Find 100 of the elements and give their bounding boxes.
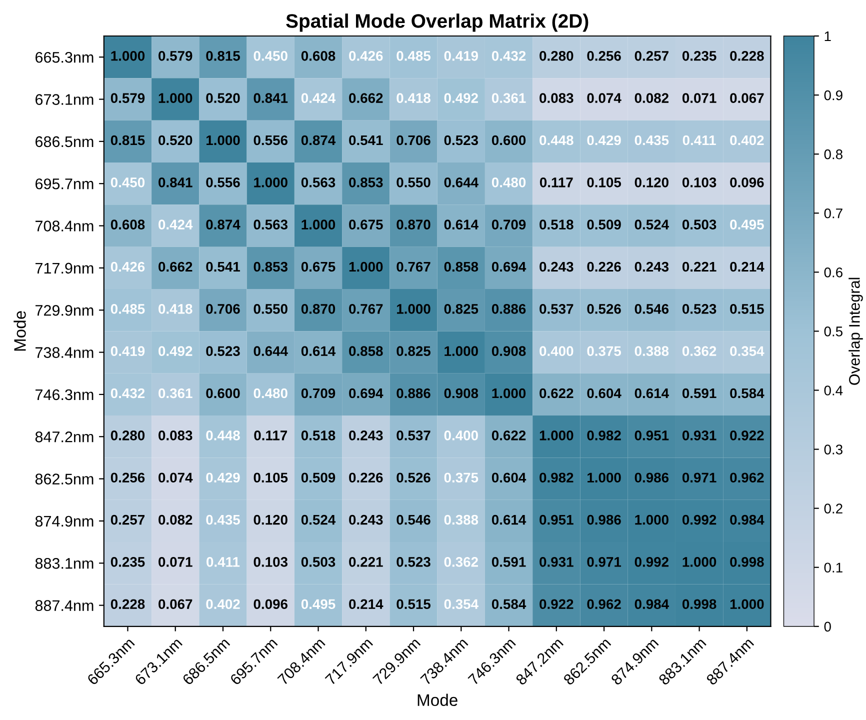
color-bar-label: 0.3 (824, 444, 842, 454)
y-axis-title: Mode (14, 311, 26, 351)
data-label: 0.591 (682, 388, 716, 398)
data-label: 0.518 (301, 430, 336, 440)
data-label: 0.709 (492, 220, 526, 230)
data-label: 0.815 (110, 135, 145, 146)
data-label: 0.579 (110, 93, 145, 103)
data-label: 0.982 (540, 472, 574, 483)
data-label: 0.117 (254, 430, 288, 440)
data-label: 0.235 (682, 50, 716, 61)
data-label: 1.000 (635, 514, 668, 525)
data-label: 0.825 (396, 346, 431, 356)
data-label: 0.524 (634, 220, 669, 230)
data-label: 0.429 (206, 472, 240, 483)
data-label: 1.000 (349, 262, 383, 272)
y-tick-label: 729.9nm (36, 304, 94, 316)
data-label: 0.435 (206, 514, 240, 525)
data-label: 0.096 (730, 177, 764, 188)
data-label: 0.411 (682, 135, 716, 146)
data-label: 0.495 (730, 220, 764, 230)
data-label: 0.986 (634, 472, 669, 483)
data-label: 0.257 (634, 50, 668, 61)
data-label: 1.000 (302, 220, 336, 230)
data-label: 0.426 (110, 262, 145, 272)
data-label: 0.922 (540, 599, 574, 610)
data-label: 0.243 (540, 262, 574, 272)
data-label: 0.992 (634, 557, 668, 567)
data-label: 0.962 (730, 472, 764, 483)
data-label: 0.767 (349, 304, 383, 314)
data-label: 0.537 (396, 430, 430, 440)
data-label: 0.992 (682, 514, 716, 525)
data-label: 0.523 (682, 304, 716, 314)
data-label: 0.614 (634, 388, 669, 398)
chart-title: Spatial Mode Overlap Matrix (2D) (286, 14, 588, 32)
data-label: 0.448 (540, 135, 574, 146)
data-label: 0.526 (396, 472, 430, 483)
data-label: 0.541 (349, 135, 383, 146)
data-label: 0.858 (349, 346, 383, 356)
data-label: 1.000 (730, 599, 764, 610)
data-label: 0.694 (349, 388, 384, 398)
data-label: 0.584 (492, 599, 526, 610)
data-label: 0.221 (349, 557, 383, 567)
data-label: 0.429 (587, 135, 621, 146)
data-label: 0.082 (634, 93, 668, 103)
y-tick-label: 717.9nm (36, 262, 94, 274)
data-label: 0.541 (206, 262, 240, 272)
data-label: 0.226 (587, 262, 621, 272)
data-label: 0.221 (682, 262, 716, 272)
data-label: 0.931 (682, 430, 716, 440)
data-label: 1.000 (588, 472, 621, 483)
data-label: 0.523 (396, 557, 430, 567)
data-label: 0.492 (444, 93, 478, 103)
data-label: 0.556 (206, 177, 240, 188)
y-tick-label: 847.2nm (35, 431, 94, 442)
data-label: 0.694 (492, 262, 526, 272)
data-label: 0.509 (301, 472, 336, 483)
data-label: 0.402 (206, 599, 240, 610)
data-label: 0.485 (396, 50, 431, 61)
data-label: 0.243 (349, 430, 383, 440)
data-label: 1.000 (444, 346, 478, 356)
data-label: 0.841 (158, 177, 192, 188)
y-tick-label: 738.4nm (36, 347, 94, 358)
data-label: 0.600 (492, 135, 526, 146)
data-label: 0.584 (730, 388, 764, 398)
data-label: 0.400 (444, 430, 478, 440)
data-label: 0.402 (730, 135, 764, 146)
data-label: 0.644 (444, 177, 478, 188)
data-label: 0.546 (396, 514, 430, 525)
data-label: 0.526 (587, 304, 621, 314)
data-label: 0.675 (349, 220, 383, 230)
data-label: 0.495 (301, 599, 336, 610)
data-label: 0.120 (254, 514, 288, 525)
data-label: 0.492 (158, 346, 192, 356)
data-label: 0.604 (492, 472, 526, 483)
data-label: 0.815 (206, 50, 240, 61)
data-label: 0.435 (634, 135, 669, 146)
data-label: 0.675 (301, 262, 336, 272)
data-label: 1.000 (158, 93, 192, 103)
data-label: 0.432 (110, 388, 145, 398)
data-label: 0.280 (540, 50, 574, 61)
data-label: 0.608 (301, 50, 336, 61)
data-label: 0.986 (587, 514, 621, 525)
color-bar-label: 0.7 (824, 208, 842, 218)
data-label: 0.600 (206, 388, 240, 398)
data-label: 0.067 (158, 599, 192, 610)
data-label: 0.105 (587, 177, 622, 188)
data-label: 0.226 (349, 472, 383, 483)
y-tick-label: 665.3nm (36, 52, 94, 63)
data-label: 0.951 (634, 430, 669, 440)
color-bar-label: 0.5 (824, 326, 842, 336)
data-label: 0.071 (158, 557, 192, 567)
data-label: 0.908 (492, 346, 526, 356)
data-label: 0.418 (158, 304, 192, 314)
color-bar-label: 0.2 (824, 504, 842, 514)
y-tick-label: 695.7nm (36, 178, 94, 190)
data-label: 0.214 (349, 599, 384, 610)
data-label: 0.426 (349, 50, 383, 61)
data-label: 0.096 (254, 599, 288, 610)
data-label: 0.354 (444, 599, 478, 610)
data-label: 0.362 (682, 346, 716, 356)
